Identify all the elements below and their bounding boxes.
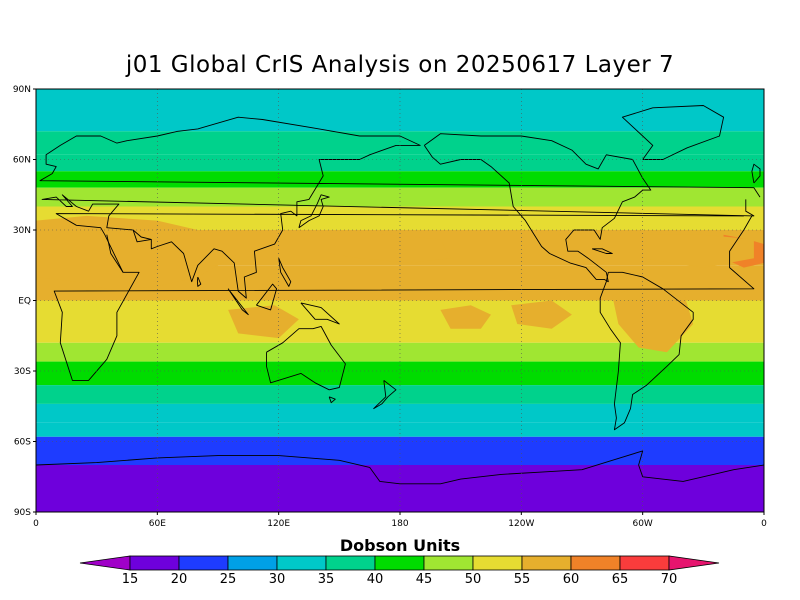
colorbar-tick-label: 65	[612, 572, 629, 587]
colorbar-under-triangle	[79, 555, 131, 571]
coastline-2	[106, 234, 124, 273]
colorbar-box-7	[472, 555, 523, 571]
maximum-patch-8	[228, 305, 299, 339]
colorbar-box-0	[129, 555, 180, 571]
coastlines	[36, 105, 764, 485]
colorbar-box-10	[619, 555, 670, 571]
coastline-0	[53, 213, 755, 381]
coastline-13	[423, 133, 652, 283]
zonal-band-0	[36, 89, 764, 113]
coastline-14	[621, 105, 725, 160]
colorbar-tick-label: 60	[563, 572, 580, 587]
zonal-band-4	[36, 171, 764, 188]
colorbar-box-6	[423, 555, 474, 571]
coastline-10	[266, 325, 346, 391]
colorbar-tick-label: 35	[318, 572, 335, 587]
coastline-15	[599, 271, 694, 431]
colorbar-tick-label: 40	[367, 572, 384, 587]
lon-tick-label: 60E	[149, 519, 166, 529]
colorbar-box-4	[325, 555, 376, 571]
lat-tick-label: EQ	[18, 297, 31, 307]
maximum-patch-2	[36, 215, 239, 292]
coastline-5	[298, 194, 330, 229]
colorbar-box-8	[521, 555, 572, 571]
zonal-band-3	[36, 154, 764, 172]
colorbar-tick-label: 20	[171, 572, 188, 587]
colorbar-box-2	[227, 555, 278, 571]
lon-tick-label: 180	[391, 519, 408, 529]
coastline-9	[278, 258, 292, 287]
lat-tick-label: 60N	[13, 156, 31, 166]
colorbar-tick-label: 45	[416, 572, 433, 587]
gridlines	[36, 89, 764, 512]
lon-tick-label: 0	[761, 519, 767, 529]
zonal-band-16	[36, 465, 764, 512]
lon-tick-label: 120E	[267, 519, 290, 529]
lat-tick-label: 90S	[14, 508, 31, 518]
coastline-17	[591, 248, 613, 254]
maximum-patch-6	[440, 305, 491, 329]
maximum-patch-3	[329, 230, 451, 263]
colorbar-tick-label: 25	[220, 572, 237, 587]
coastline-18	[36, 450, 764, 485]
coastline-4	[196, 276, 202, 287]
lon-tick-label: 60W	[632, 519, 652, 529]
colorbar-box-1	[178, 555, 229, 571]
colorbar-tick-label: 50	[465, 572, 482, 587]
lat-tick-label: 30N	[13, 226, 31, 236]
colorbar-tick-label: 55	[514, 572, 531, 587]
zonal-band-12	[36, 385, 764, 404]
coastline-7	[256, 283, 278, 311]
colorbar-box-9	[570, 555, 621, 571]
coastline-6	[227, 288, 249, 316]
colorbar-box-5	[374, 555, 425, 571]
coastline-8	[300, 302, 340, 325]
coastline-1	[39, 116, 761, 299]
lon-tick-label: 120W	[508, 519, 534, 529]
coastline-11	[328, 396, 336, 404]
coastline-16	[751, 163, 761, 184]
maximum-patch-4	[642, 234, 754, 268]
lat-tick-label: 90N	[13, 85, 31, 95]
zonal-band-6	[36, 206, 764, 230]
maximum-patch-7	[511, 300, 572, 329]
lat-tick-label: 30S	[14, 367, 31, 377]
zonal-band-10	[36, 342, 764, 362]
colorbar-box-3	[276, 555, 327, 571]
ozone-field	[36, 89, 764, 512]
zonal-band-2	[36, 131, 764, 155]
chart-title: j01 Global CrIS Analysis on 20250617 Lay…	[125, 52, 675, 78]
lat-tick-label: 60S	[14, 438, 31, 448]
colorbar-tick-label: 15	[122, 572, 139, 587]
colorbar: 15 20 25 30 35 40 45 50 55 60 65 70	[79, 555, 720, 587]
maximum-patch-5	[612, 281, 694, 353]
colorbar-title: Dobson Units	[339, 536, 461, 555]
colorbar-tick-label: 70	[661, 572, 678, 587]
colorbar-tick-label: 30	[269, 572, 286, 587]
coastline-12	[373, 380, 397, 410]
lon-tick-label: 0	[33, 519, 39, 529]
coastline-3	[132, 229, 152, 240]
colorbar-over-triangle	[668, 555, 720, 571]
